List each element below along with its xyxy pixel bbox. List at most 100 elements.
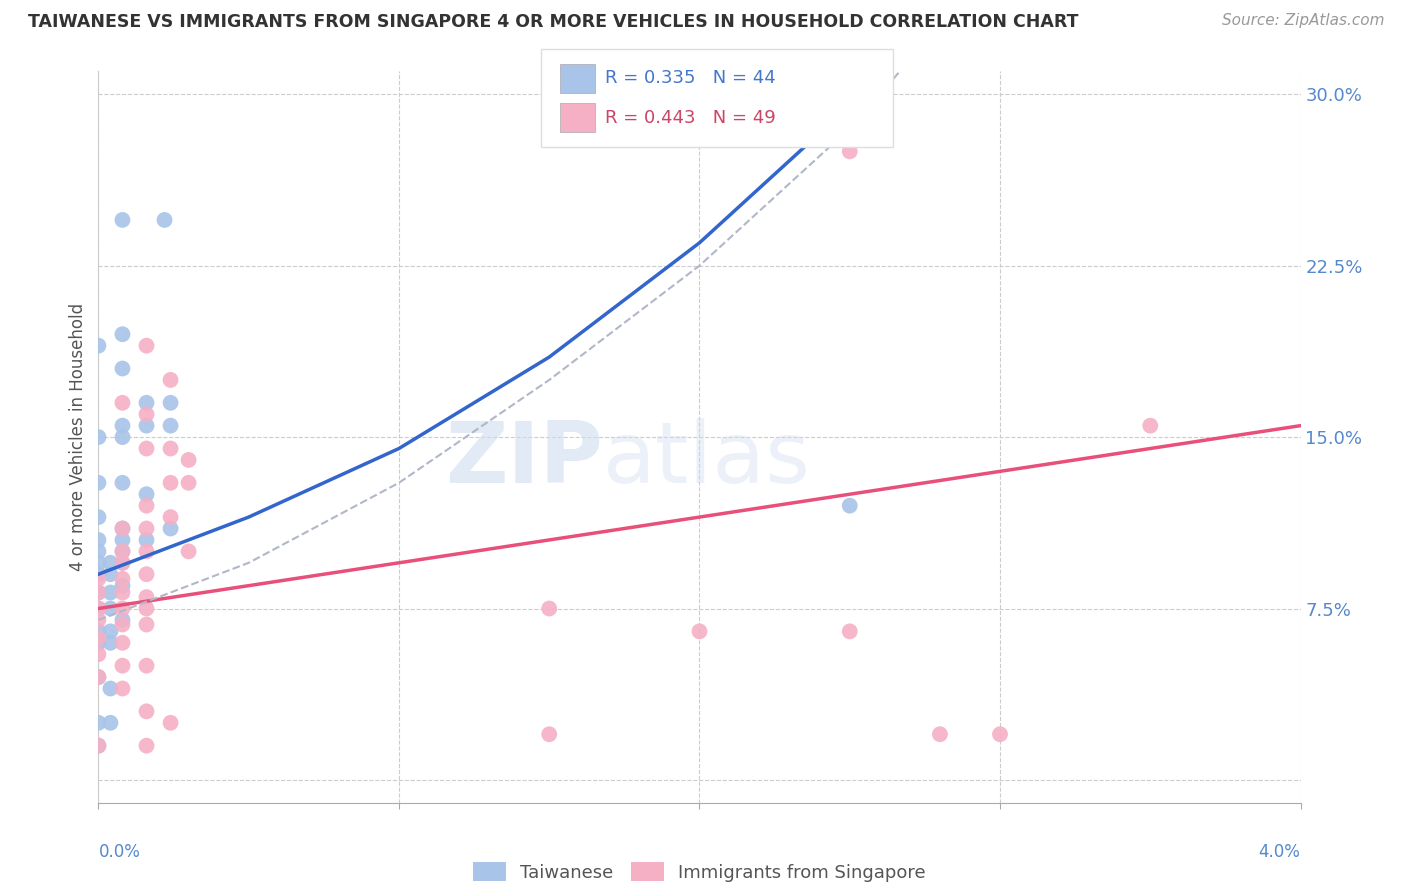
Point <box>100 585 122 599</box>
Point <box>135 418 157 433</box>
Point <box>538 727 561 741</box>
Point <box>87 739 110 753</box>
Point <box>135 544 157 558</box>
Point <box>159 475 181 490</box>
Text: R = 0.443   N = 49: R = 0.443 N = 49 <box>605 109 775 127</box>
Point <box>100 624 122 639</box>
Point <box>111 636 134 650</box>
Point <box>111 430 134 444</box>
Point <box>111 533 134 547</box>
Point <box>111 361 134 376</box>
Point <box>100 636 122 650</box>
Text: 4.0%: 4.0% <box>1258 843 1301 861</box>
Point <box>87 556 110 570</box>
Point <box>177 475 200 490</box>
Point <box>111 327 134 342</box>
Point <box>159 373 181 387</box>
Point <box>838 624 860 639</box>
Point <box>988 727 1011 741</box>
Point <box>159 521 181 535</box>
Point <box>87 715 110 730</box>
Point <box>135 521 157 535</box>
Point <box>111 521 134 535</box>
Point <box>135 396 157 410</box>
Point <box>838 145 860 159</box>
Point <box>135 567 157 582</box>
Point <box>538 601 561 615</box>
Point <box>135 338 157 352</box>
Point <box>111 585 134 599</box>
Point <box>87 585 110 599</box>
Point <box>87 510 110 524</box>
Point <box>177 453 200 467</box>
Point <box>135 601 157 615</box>
Point <box>87 585 110 599</box>
Point <box>87 613 110 627</box>
Point <box>87 601 110 615</box>
Point <box>111 658 134 673</box>
Point <box>111 544 134 558</box>
Point <box>111 544 134 558</box>
Point <box>111 601 134 615</box>
Point <box>87 430 110 444</box>
Point <box>111 521 134 535</box>
Text: ZIP: ZIP <box>446 417 603 500</box>
Point <box>111 418 134 433</box>
Point <box>1139 418 1161 433</box>
Point <box>135 487 157 501</box>
Point <box>100 601 122 615</box>
Legend: Taiwanese, Immigrants from Singapore: Taiwanese, Immigrants from Singapore <box>465 855 934 888</box>
Point <box>159 715 181 730</box>
Text: Source: ZipAtlas.com: Source: ZipAtlas.com <box>1222 13 1385 29</box>
Point <box>87 572 110 586</box>
Point <box>177 544 200 558</box>
Point <box>111 475 134 490</box>
Point <box>87 670 110 684</box>
Point <box>135 617 157 632</box>
Point <box>100 556 122 570</box>
Point <box>100 681 122 696</box>
Point <box>689 624 711 639</box>
Point <box>135 533 157 547</box>
Point <box>111 579 134 593</box>
Point <box>87 739 110 753</box>
Point <box>87 624 110 639</box>
Point <box>111 556 134 570</box>
Point <box>135 499 157 513</box>
Point <box>111 572 134 586</box>
Point <box>928 727 950 741</box>
Point <box>135 705 157 719</box>
Point <box>159 418 181 433</box>
Point <box>87 647 110 661</box>
Point <box>87 533 110 547</box>
Point <box>87 601 110 615</box>
Point <box>153 213 176 227</box>
Y-axis label: 4 or more Vehicles in Household: 4 or more Vehicles in Household <box>69 303 87 571</box>
Point <box>87 636 110 650</box>
Text: 0.0%: 0.0% <box>98 843 141 861</box>
Text: TAIWANESE VS IMMIGRANTS FROM SINGAPORE 4 OR MORE VEHICLES IN HOUSEHOLD CORRELATI: TAIWANESE VS IMMIGRANTS FROM SINGAPORE 4… <box>28 13 1078 31</box>
Text: R = 0.335   N = 44: R = 0.335 N = 44 <box>605 70 775 87</box>
Point <box>159 442 181 456</box>
Point <box>111 213 134 227</box>
Point <box>135 407 157 421</box>
Text: atlas: atlas <box>603 417 811 500</box>
Point <box>135 442 157 456</box>
Point <box>111 617 134 632</box>
Point <box>111 556 134 570</box>
Point <box>87 632 110 646</box>
Point <box>87 567 110 582</box>
Point <box>100 715 122 730</box>
Point <box>111 396 134 410</box>
Point <box>159 396 181 410</box>
Point <box>135 739 157 753</box>
Point <box>87 338 110 352</box>
Point <box>100 567 122 582</box>
Point <box>111 681 134 696</box>
Point <box>87 670 110 684</box>
Point <box>838 499 860 513</box>
Point <box>135 590 157 604</box>
Point <box>111 613 134 627</box>
Point <box>159 510 181 524</box>
Point <box>87 475 110 490</box>
